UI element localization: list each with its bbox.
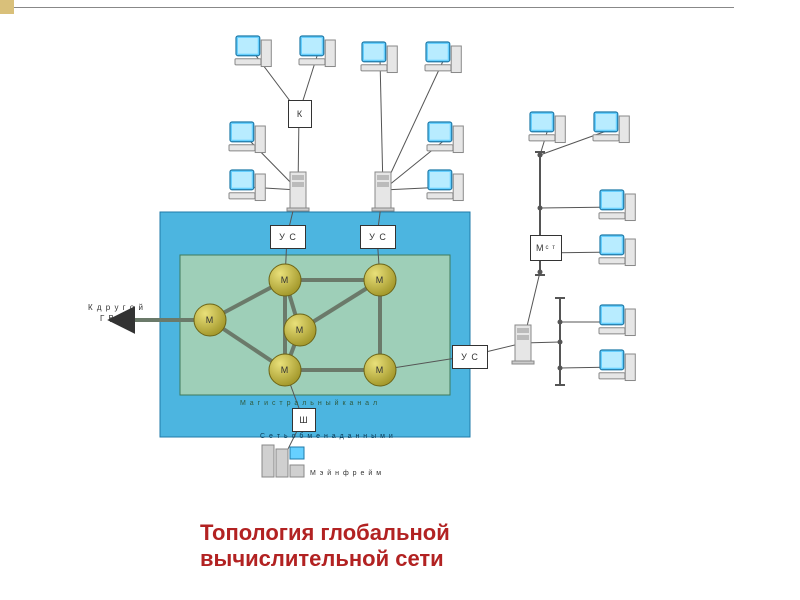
- svg-text:М: М: [376, 275, 385, 285]
- node-box-us2: У С: [360, 225, 396, 249]
- node-box-mst: Мс т: [530, 235, 562, 261]
- text-label: М а г и с т р а л ь н ы й к а н а л: [240, 400, 378, 407]
- diagram-canvas: М М М М М М К У С У С У С Ш Мс т К д р у г о й Г В С…: [0, 10, 800, 540]
- node-box-sh: Ш: [292, 408, 316, 432]
- text-label: Г В С: [100, 314, 125, 323]
- svg-text:М: М: [206, 315, 215, 325]
- text-label: К д р у г о й: [88, 303, 144, 312]
- slide: М М М М М М К У С У С У С Ш Мс т К д р у г о й Г В С…: [0, 0, 800, 600]
- svg-text:М: М: [281, 275, 290, 285]
- svg-text:М: М: [376, 365, 385, 375]
- node-box-us3: У С: [452, 345, 488, 369]
- svg-text:М: М: [296, 325, 305, 335]
- network-svg: М М М М М М: [0, 10, 800, 540]
- text-label: М э й н ф р е й м: [310, 470, 382, 477]
- text-label: С е т ь о б м е н а д а н н ы м и: [260, 433, 394, 440]
- node-box-k: К: [288, 100, 312, 128]
- node-box-us1: У С: [270, 225, 306, 249]
- svg-text:М: М: [281, 365, 290, 375]
- slide-title: Топология глобальной вычислительной сети: [200, 520, 600, 572]
- header-rule: [14, 7, 734, 8]
